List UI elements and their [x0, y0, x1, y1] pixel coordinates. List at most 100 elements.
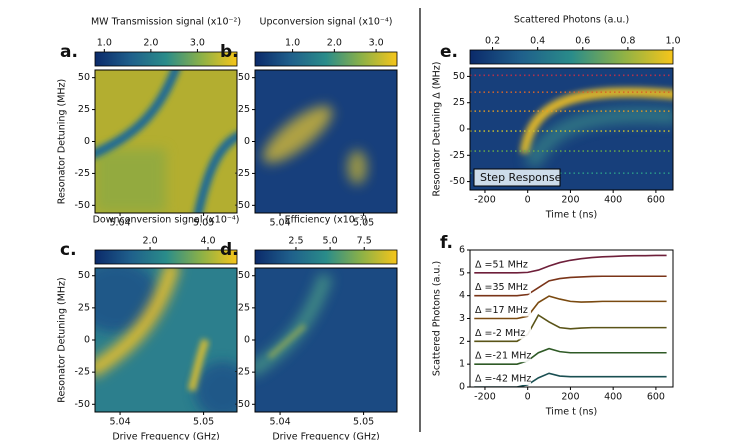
x-tick-label: 400 — [604, 392, 622, 403]
series-line — [474, 347, 667, 365]
x-tick-label: 5.04 — [109, 218, 130, 229]
colorbar — [94, 249, 238, 265]
x-tick-label: 400 — [604, 195, 622, 206]
colorbar-tick-label: 0.6 — [575, 36, 590, 47]
heatmap-feature — [193, 131, 237, 213]
colorbar-label: Downconversion signal (x10⁻⁴) — [93, 215, 240, 226]
y-axis-label: Resonator Detuning (MHz) — [57, 277, 68, 402]
legend-box — [473, 327, 531, 340]
colorbar-tick-label: 3.0 — [369, 38, 384, 49]
x-tick-label: 5.05 — [353, 218, 374, 229]
colorbar-tick-label: 0.2 — [485, 36, 500, 47]
plot-area — [255, 70, 397, 213]
legend-label: Δ =51 MHz — [475, 259, 528, 270]
x-axis-label: Time t (ns) — [545, 210, 597, 221]
colorbar-tick-label: 2.5 — [288, 236, 303, 247]
series-line — [474, 372, 667, 387]
y-tick-label: 25 — [453, 97, 465, 108]
colorbar-tick-label: 4.0 — [200, 236, 215, 247]
y-tick-label: 0 — [459, 382, 465, 393]
panel-letter: e. — [440, 42, 458, 62]
legend-box — [473, 350, 531, 363]
legend-label: Δ =-42 MHz — [475, 374, 531, 385]
x-tick-label: 600 — [647, 392, 665, 403]
y-tick-label: 50 — [238, 72, 250, 83]
x-tick-label: 5.04 — [109, 417, 130, 428]
heatmap-shade — [95, 148, 166, 213]
annotation: Step Response — [480, 171, 562, 184]
series-line — [474, 275, 667, 297]
y-tick-label: 2 — [459, 336, 465, 347]
y-tick-label: 25 — [78, 302, 90, 313]
x-tick-label: 5.05 — [193, 417, 214, 428]
annotation-box — [473, 168, 561, 187]
colorbar-tick-label: 5.0 — [323, 236, 338, 247]
legend-label: Δ =35 MHz — [475, 282, 528, 293]
legend-label: Δ =-2 MHz — [475, 328, 525, 339]
y-tick-label: 50 — [78, 270, 90, 281]
panel-letter: c. — [60, 240, 77, 260]
colorbar-tick-label: 0.8 — [620, 36, 635, 47]
y-tick-label: 1 — [459, 359, 465, 370]
x-tick-label: 5.05 — [193, 218, 214, 229]
y-tick-label: -25 — [449, 150, 465, 161]
plot-area — [474, 254, 667, 387]
y-tick-label: -25 — [234, 168, 250, 179]
y-tick-label: 0 — [244, 335, 250, 346]
legend-box — [473, 373, 531, 385]
y-tick-label: 25 — [78, 104, 90, 115]
y-tick-label: 0 — [84, 335, 90, 346]
y-tick-label: 6 — [459, 245, 465, 256]
y-tick-label: -50 — [449, 176, 465, 187]
plot-area — [95, 70, 237, 213]
heatmap-feature — [519, 87, 673, 155]
plot-area — [255, 268, 397, 412]
y-tick-label: -50 — [234, 399, 250, 410]
heatmap-feature — [95, 70, 181, 159]
y-tick-label: 0 — [244, 136, 250, 147]
x-tick-label: 5.05 — [353, 417, 374, 428]
colorbar — [94, 51, 238, 67]
y-tick-label: -25 — [74, 168, 90, 179]
panel-letter: d. — [220, 240, 239, 260]
colorbar-tick-label: 1.0 — [97, 38, 112, 49]
y-tick-label: -50 — [74, 399, 90, 410]
x-tick-label: 0 — [525, 195, 531, 206]
colorbar — [254, 249, 398, 265]
y-tick-label: 0 — [459, 124, 465, 135]
x-tick-label: 200 — [561, 392, 579, 403]
heatmap-feature — [347, 150, 368, 185]
colorbar-tick-label: 2.0 — [327, 38, 342, 49]
panel-letter: f. — [440, 233, 453, 253]
heatmap-feature — [95, 268, 179, 377]
x-axis-label: Time t (ns) — [545, 407, 597, 418]
heatmap-feature — [187, 338, 210, 392]
x-tick-label: -200 — [474, 392, 496, 403]
y-tick-label: -25 — [74, 367, 90, 378]
y-axis-label: Resonator Detuning (MHz) — [57, 79, 68, 204]
colorbar — [254, 51, 398, 67]
legend-box — [473, 281, 531, 294]
series-line — [474, 295, 667, 320]
colorbar-label: Upconversion signal (x10⁻⁴) — [260, 17, 393, 28]
x-tick-label: 0 — [525, 392, 531, 403]
x-axis-label: Drive Frequency (GHz) — [112, 432, 219, 440]
y-tick-label: -50 — [74, 200, 90, 211]
panel-letter: b. — [220, 42, 239, 62]
colorbar-tick-label: 1.0 — [665, 36, 680, 47]
colorbar — [469, 49, 674, 65]
y-axis-label: Scattered Photons (a.u.) — [432, 261, 443, 376]
colorbar-label: MW Transmission signal (x10⁻²) — [91, 17, 241, 28]
y-tick-label: 5 — [459, 267, 465, 278]
heatmap-shade — [194, 361, 237, 412]
colorbar-tick-label: 1.0 — [285, 38, 300, 49]
x-tick-label: 5.04 — [269, 218, 290, 229]
colorbar-tick-label: 0.4 — [530, 36, 545, 47]
y-tick-label: -50 — [234, 200, 250, 211]
heatmap-feature — [267, 323, 307, 360]
legend-label: Δ =17 MHz — [475, 305, 528, 316]
plot-area — [95, 268, 237, 412]
x-tick-label: 600 — [647, 195, 665, 206]
colorbar-tick-label: 2.0 — [143, 236, 158, 247]
colorbar-tick-label: 7.5 — [357, 236, 372, 247]
